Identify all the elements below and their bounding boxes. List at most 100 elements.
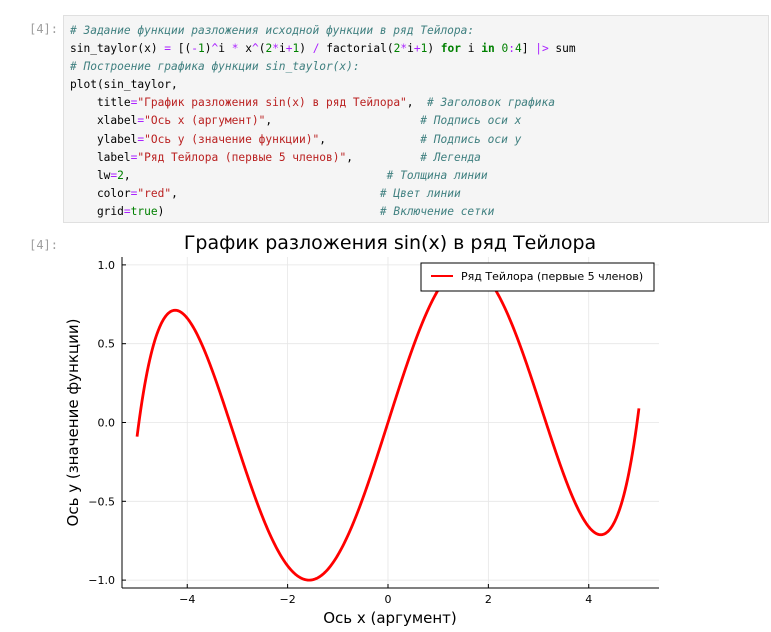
code-token: for <box>440 42 462 56</box>
code-token: title <box>70 96 131 110</box>
code-line: lw=2, # Толщина линии <box>70 167 768 185</box>
code-token: + <box>413 42 421 56</box>
code-token: 1 <box>292 42 300 56</box>
x-tick-label: 2 <box>485 593 492 606</box>
x-tick-label: 4 <box>585 593 592 606</box>
code-token: 0 <box>501 42 509 56</box>
code-token: , <box>319 132 421 146</box>
code-token: i <box>278 42 286 56</box>
code-token: # Подпись оси y <box>420 132 522 146</box>
code-line: xlabel="Ось x (аргумент)", # Подпись оси… <box>70 112 768 130</box>
code-token: # Заголовок графика <box>427 96 555 110</box>
x-tick-label: −2 <box>280 593 296 606</box>
code-token: sum <box>548 42 576 56</box>
plot-output: −4 −2 0 2 4 −1.0 −0.5 0.0 0.5 1.0 График разложени… <box>64 232 659 627</box>
code-token: true <box>130 204 158 218</box>
code-token: [( <box>171 42 192 56</box>
code-token: "Ось x (аргумент)" <box>144 114 266 128</box>
code-token: # Подпись оси x <box>420 114 522 128</box>
code-token: = <box>130 186 138 200</box>
code-token: ] <box>521 42 536 56</box>
code-token: x <box>238 42 252 56</box>
code-token: * <box>272 42 279 56</box>
code-token: # Цвет линии <box>379 186 461 200</box>
code-token: , <box>406 96 428 110</box>
code-token: "Ряд Тейлора (первые 5 членов)" <box>137 150 347 164</box>
code-line: title="График разложения sin(x) в ряд Те… <box>70 94 768 112</box>
code-token: = <box>123 204 131 218</box>
code-token: / <box>312 42 320 56</box>
code-token: # Построение графика функции sin_taylor(… <box>70 60 360 74</box>
y-tick-label: 0.5 <box>98 338 116 351</box>
code-token: = <box>130 150 138 164</box>
code-token: ) <box>427 42 441 56</box>
code-token: * <box>400 42 408 56</box>
code-token: sin_taylor(x) <box>70 42 165 56</box>
code-token: , <box>171 186 380 200</box>
code-token: 2 <box>117 168 124 182</box>
code-token: "red" <box>137 186 172 200</box>
code-token: , <box>265 114 421 128</box>
code-line: grid=true) # Включение сетки <box>70 203 768 221</box>
y-tick-label: 0.0 <box>98 417 116 430</box>
code-line: plot(sin_taylor, <box>70 76 768 94</box>
x-tick-label: −4 <box>179 593 195 606</box>
code-token: # Толщина линии <box>386 168 488 182</box>
legend-label: Ряд Тейлора (первые 5 членов) <box>461 270 643 283</box>
code-token: xlabel <box>70 114 138 128</box>
code-token: ^ <box>251 42 259 56</box>
code-token: = <box>130 96 138 110</box>
code-token: in <box>481 42 495 56</box>
code-token: ) <box>157 204 380 218</box>
code-token: 1 <box>198 42 205 56</box>
code-token: 2 <box>265 42 273 56</box>
code-token: 2 <box>393 42 401 56</box>
code-cell[interactable]: # Задание функции разложения исходной фу… <box>63 15 769 223</box>
y-tick-label: −1.0 <box>88 574 115 587</box>
code-token: i <box>407 42 414 56</box>
y-tick-label: 1.0 <box>98 259 116 272</box>
code-token: # Включение сетки <box>379 204 495 218</box>
code-token: factorial( <box>319 42 394 56</box>
output-prompt: [4]: <box>29 238 58 252</box>
code-token: ylabel <box>70 132 138 146</box>
y-axis-label: Ось y (значение функции) <box>64 319 82 527</box>
code-line: # Построение графика функции sin_taylor(… <box>70 58 768 76</box>
x-tick-label: 0 <box>384 593 391 606</box>
x-axis-label: Ось x (аргумент) <box>323 609 457 627</box>
code-token: = <box>164 42 172 56</box>
code-token: |> <box>535 42 549 56</box>
code-token: , <box>123 168 387 182</box>
code-token: ( <box>258 42 266 56</box>
code-line: color="red", # Цвет линии <box>70 185 768 203</box>
code-token: # Легенда <box>420 150 481 164</box>
code-token: = <box>110 168 118 182</box>
y-tick-label: −0.5 <box>88 495 115 508</box>
code-token: "График разложения sin(x) в ряд Тейлора" <box>137 96 407 110</box>
code-token: ^ <box>211 42 219 56</box>
code-token: * <box>231 42 239 56</box>
code-token: lw <box>70 168 111 182</box>
code-token: 4 <box>514 42 522 56</box>
code-token: ) <box>204 42 212 56</box>
code-token: plot(sin_taylor, <box>70 78 178 92</box>
code-line: sin_taylor(x) = [(-1)^i * x^(2*i+1) / fa… <box>70 40 768 58</box>
code-token: i <box>461 42 482 56</box>
code-token: - <box>191 42 199 56</box>
code-token: , <box>346 150 421 164</box>
code-token: color <box>70 186 131 200</box>
code-token: "Ось y (значение функции)" <box>144 132 320 146</box>
code-token: = <box>137 114 145 128</box>
code-token: label <box>70 150 131 164</box>
code-token: : <box>508 42 515 56</box>
legend-box <box>420 262 655 292</box>
code-line: ylabel="Ось y (значение функции)", # Под… <box>70 131 768 149</box>
series-line <box>135 263 641 582</box>
code-token: i <box>218 42 232 56</box>
code-token: grid <box>70 204 124 218</box>
code-token: 1 <box>420 42 428 56</box>
code-token: ) <box>299 42 313 56</box>
code-token: # Задание функции разложения исходной фу… <box>70 24 475 37</box>
code-line: # Задание функции разложения исходной фу… <box>70 22 768 40</box>
code-line: label="Ряд Тейлора (первые 5 членов)", #… <box>70 149 768 167</box>
